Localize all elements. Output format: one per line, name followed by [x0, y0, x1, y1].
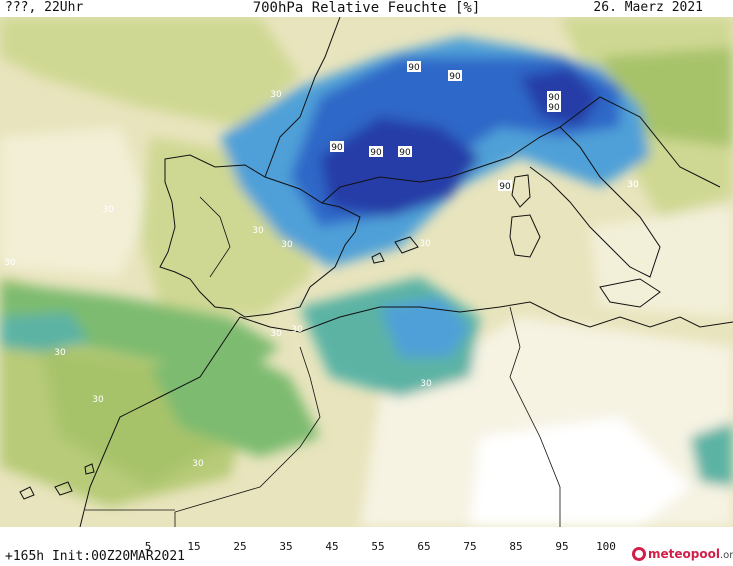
contour-label: 30: [270, 329, 282, 339]
header-bar: ???, 22Uhr 700hPa Relative Feuchte [%] 2…: [0, 0, 733, 18]
valid-date-label: 26. Maerz 2021: [593, 0, 703, 15]
contour-label-bg: [330, 141, 344, 152]
contour-label: 90: [331, 143, 343, 153]
contour-label-bg: [398, 146, 412, 157]
contour-label: 90: [499, 182, 511, 192]
humidity-field: [0, 17, 733, 527]
contour-label: 90: [449, 72, 461, 82]
colorbar-tick-label: 100: [596, 540, 616, 553]
contour-label: 30: [102, 205, 114, 215]
colorbar-tick-label: 65: [417, 540, 431, 553]
footer-bar: 5 15 25 35 45 55 65 75 85 95 100 +165h Init:00Z20M…: [0, 527, 733, 566]
contour-label: 30: [92, 395, 104, 405]
contour-label: 30: [281, 240, 293, 250]
brand-logo-icon: [632, 547, 646, 561]
contour-label-bg: [547, 101, 561, 112]
map-title: 700hPa Relative Feuchte [%]: [252, 0, 481, 16]
colorbar-tick-label: 25: [233, 540, 247, 553]
contour-label: 30: [4, 258, 16, 268]
colorbar-tick-label: 85: [509, 540, 523, 553]
contour-label-bg: [498, 180, 512, 191]
colorbar-tick-label: 15: [187, 540, 201, 553]
contour-label: 30: [54, 348, 66, 358]
brand-name: meteopool.org: [648, 547, 733, 561]
colorbar-tick-label: 95: [555, 540, 569, 553]
contour-label: 30: [627, 180, 639, 190]
colorbar-tick-label: 35: [279, 540, 293, 553]
contour-label: 30: [252, 226, 264, 236]
run-info: +165h Init:00Z20MAR2021: [5, 549, 186, 564]
contour-label-bg: [448, 70, 462, 81]
contour-label: 30: [420, 379, 432, 389]
contour-label: 90: [408, 63, 420, 73]
contour-label-bg: [407, 61, 421, 72]
contour-label: 30: [627, 180, 639, 190]
colorbar-tick-label: 5: [144, 540, 152, 553]
contour-label: 30: [419, 239, 431, 249]
contour-label-bg: [369, 146, 383, 157]
contour-label: 90: [399, 148, 411, 158]
contour-label: 30: [291, 325, 303, 335]
contour-label: 90: [548, 93, 560, 103]
contour-label-bg: [547, 91, 561, 102]
coastlines: [19, 17, 733, 527]
colorbar-tick-label: 45: [325, 540, 339, 553]
contour-label: 90: [548, 103, 560, 113]
contour-label: 30: [192, 459, 204, 469]
colorbar-tick-label: 75: [463, 540, 477, 553]
valid-time-label: ???, 22Uhr: [5, 0, 84, 15]
contour-label: 30: [270, 90, 282, 100]
colorbar-tick-label: 55: [371, 540, 385, 553]
contour-label: 90: [370, 148, 382, 158]
